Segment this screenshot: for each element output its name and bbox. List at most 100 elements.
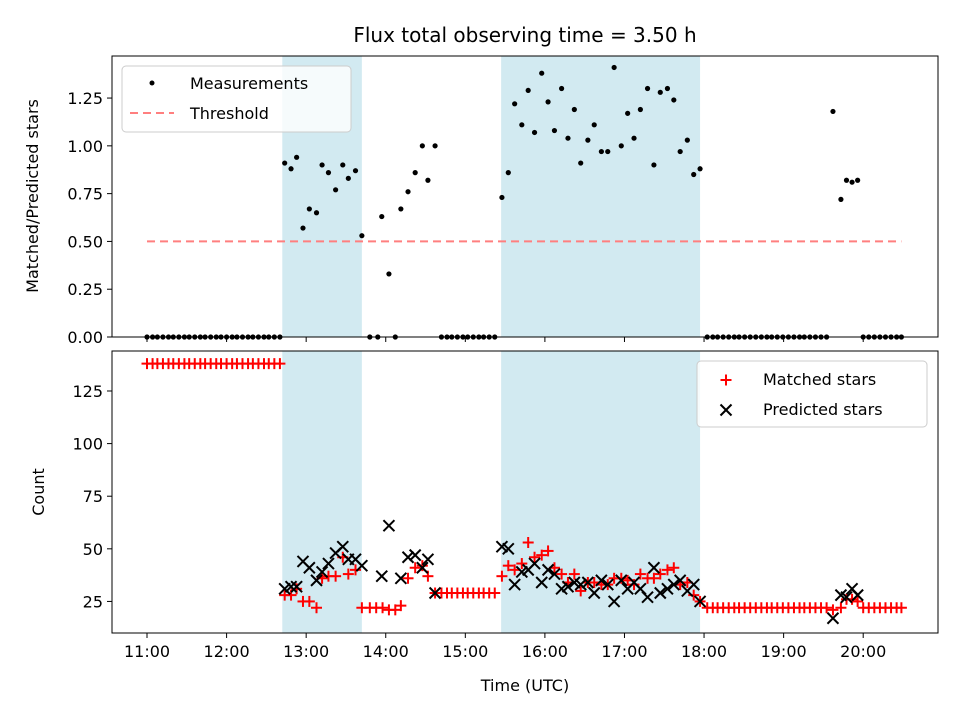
measurement-point (352, 168, 359, 174)
predicted-star-point (541, 563, 555, 577)
measurement-point (525, 87, 531, 94)
bottom-y-tick-label: 100 (72, 435, 103, 454)
measurement-point (345, 175, 351, 181)
predicted-star-point (687, 578, 700, 591)
matched-star-point (303, 595, 315, 607)
predicted-star-point-b (508, 578, 521, 591)
measurement-point (288, 166, 294, 172)
predicted-star-point-b (561, 580, 575, 593)
predicted-star-point-b (641, 591, 654, 604)
top-y-tick-label: 0.75 (67, 185, 103, 204)
matched-star-point (835, 602, 847, 614)
predicted-star-point-b (851, 588, 864, 602)
top-y-tick-label: 0.00 (67, 328, 103, 347)
predicted-star-point-b (355, 559, 369, 572)
top-y-tick-label: 0.25 (67, 280, 103, 299)
matched-star-point (311, 602, 323, 614)
predicted-star-point (310, 574, 323, 587)
predicted-star-point (851, 588, 864, 602)
measurement-point (505, 170, 511, 176)
measurement-point (551, 127, 558, 134)
matched-star-point (575, 585, 587, 597)
measurement-point (425, 177, 431, 183)
top-y-tick-label: 0.50 (67, 232, 103, 251)
matched-star-point (615, 572, 627, 584)
matched-star-point (661, 564, 673, 576)
predicted-star-point-b (693, 595, 707, 608)
predicted-star-point (428, 586, 442, 600)
matched-star-point (821, 602, 833, 614)
legend-predicted-label: Predicted stars (763, 400, 883, 419)
measurement-point (412, 170, 418, 176)
top-y-tick-label: 1.00 (67, 137, 103, 156)
measurement-point (359, 233, 365, 239)
measurement-point (671, 97, 677, 103)
predicted-star-point (607, 595, 621, 608)
measurement-point (591, 122, 597, 128)
x-tick-label: 14:00 (363, 642, 409, 661)
predicted-star-point-b (535, 576, 548, 589)
x-tick-label: 15:00 (442, 642, 488, 661)
predicted-star-point (693, 595, 707, 608)
x-tick-label: 20:00 (840, 642, 886, 661)
measurement-point (499, 194, 505, 201)
matched-star-point (628, 579, 640, 591)
matched-star-point (529, 551, 541, 563)
predicted-star-point (615, 574, 628, 587)
measurement-point (843, 177, 850, 183)
predicted-star-point-b (541, 563, 555, 577)
predicted-star-point (661, 582, 674, 596)
predicted-star-point (654, 586, 667, 600)
predicted-star-point (528, 557, 541, 570)
predicted-star-point (336, 540, 349, 553)
predicted-star-point-b (416, 561, 429, 574)
top-legend: Measurements Threshold (121, 65, 352, 133)
measurement-point (565, 135, 571, 141)
bottom-y-tick-label: 50 (83, 540, 103, 559)
measurement-point (618, 143, 624, 149)
predicted-star-point (290, 580, 303, 593)
measurement-point (398, 206, 404, 212)
measurement-point (830, 108, 836, 115)
matched-star-point (402, 572, 414, 584)
predicted-star-point (416, 561, 429, 574)
matched-star-point (895, 602, 907, 614)
measurement-point (637, 106, 643, 113)
predicted-star-point-b (303, 561, 316, 574)
bottom-panel: 11:00 12:00 13:00 14:00 15:00 16:00 17:00 18:00… (29, 350, 939, 695)
predicted-star-point (508, 578, 521, 591)
bottom-legend-box (696, 360, 928, 428)
predicted-star-point-b (322, 557, 335, 570)
matched-star-point (568, 568, 580, 580)
x-axis-label: Time (UTC) (480, 676, 569, 695)
measurement-point (697, 166, 703, 172)
predicted-star-point-b (394, 572, 408, 585)
measurement-point (631, 135, 637, 141)
measurement-point (531, 129, 538, 136)
measurement-point (432, 143, 438, 149)
predicted-star-point (826, 612, 840, 625)
measurement-point (605, 148, 611, 155)
measurement-point (340, 162, 346, 168)
matched-star-point (409, 562, 421, 574)
predicted-star-point-b (634, 582, 647, 596)
predicted-star-point (502, 542, 515, 556)
measurement-point (545, 99, 551, 105)
matched-star-point (489, 587, 501, 599)
x-tick-label: 16:00 (522, 642, 568, 661)
legend-x-glyph (719, 403, 733, 417)
top-panel: 0.00 0.25 0.50 0.75 1.00 1.25 Matched/Predict… (23, 55, 939, 347)
matched-star-point (827, 604, 839, 616)
predicted-star-point (548, 567, 561, 581)
bottom-y-ticks: 25 50 75 100 125 (72, 382, 112, 611)
top-plot-frame (111, 55, 939, 338)
predicted-star-point-b (661, 582, 674, 596)
predicted-star-point-b (601, 578, 614, 591)
predicted-star-point-b (315, 565, 329, 579)
x-tick-label: 13:00 (283, 642, 329, 661)
predicted-star-point-b (421, 553, 435, 566)
matched-star-point (654, 568, 666, 580)
top-y-ticks: 0.00 0.25 0.50 0.75 1.00 1.25 (67, 89, 112, 347)
legend-measurements-marker (149, 80, 155, 86)
legend-matched-marker (720, 374, 732, 386)
